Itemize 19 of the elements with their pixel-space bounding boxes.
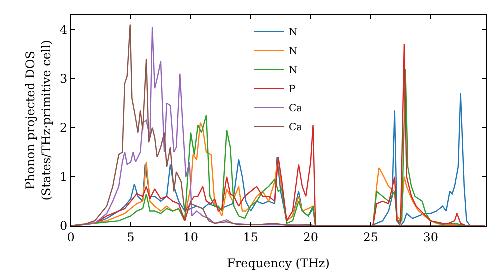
x-tick-label: 25: [363, 230, 378, 244]
y-tick-label: 0: [60, 219, 68, 234]
legend-label: P: [289, 84, 296, 96]
x-tick-label: 15: [243, 230, 259, 244]
legend-label: N: [289, 66, 298, 77]
x-tick-label: 30: [423, 230, 438, 244]
legend-label: Ca: [289, 122, 303, 134]
legend-label: N: [289, 28, 298, 39]
x-tick-label: 20: [303, 230, 319, 244]
legend-label: N: [289, 46, 298, 58]
legend-label: Ca: [289, 104, 303, 115]
y-tick-label: 2: [60, 121, 68, 136]
y-tick-label: 4: [60, 22, 68, 37]
y-tick-label: 1: [60, 170, 68, 184]
x-axis-title: Frequency (THz): [227, 256, 330, 270]
y-tick-label: 3: [60, 72, 68, 86]
y-axis-title: Phonon projected DOS (States/THz·primitive cell): [24, 40, 54, 201]
x-tick-label: 5: [127, 230, 135, 244]
x-tick-label: 10: [183, 230, 199, 244]
